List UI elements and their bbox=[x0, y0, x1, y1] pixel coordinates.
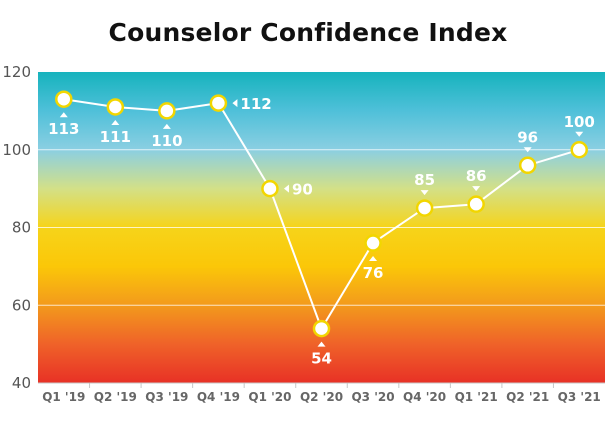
label-pointer bbox=[232, 99, 238, 108]
chart-title: Counselor Confidence Index bbox=[108, 18, 508, 47]
x-tick-label: Q1 '20 bbox=[248, 390, 291, 404]
axes: 40 60 80 100 120 Q1 '19 Q2 '19 Q3 '19 Q4 '19 Q1 '… bbox=[2, 63, 605, 404]
y-tick-label: 80 bbox=[12, 219, 31, 237]
data-point bbox=[467, 195, 485, 213]
data-point bbox=[364, 234, 382, 252]
series-markers bbox=[55, 90, 588, 338]
x-tick-label: Q2 '20 bbox=[300, 390, 343, 404]
data-label: 96 bbox=[517, 128, 538, 146]
data-label: 100 bbox=[564, 113, 595, 131]
x-tick-label: Q2 '19 bbox=[94, 390, 137, 404]
label-pointer bbox=[317, 341, 326, 347]
gridlines bbox=[38, 149, 605, 306]
data-label: 111 bbox=[100, 128, 131, 146]
y-tick-label: 40 bbox=[12, 374, 31, 392]
label-pointer bbox=[420, 190, 429, 196]
label-pointer bbox=[472, 186, 481, 192]
x-tick-label: Q3 '21 bbox=[558, 390, 601, 404]
data-point bbox=[209, 94, 228, 112]
data-label: 90 bbox=[292, 181, 313, 199]
y-tick-label: 60 bbox=[12, 296, 31, 314]
data-point bbox=[106, 98, 125, 116]
x-tick-label: Q3 '19 bbox=[145, 390, 188, 404]
label-pointer bbox=[162, 123, 171, 129]
data-point bbox=[55, 90, 73, 108]
data-point bbox=[261, 179, 279, 198]
data-point bbox=[158, 102, 176, 120]
label-pointer bbox=[523, 147, 532, 153]
data-point bbox=[570, 141, 588, 159]
data-label: 76 bbox=[363, 264, 384, 282]
y-tick-label: 100 bbox=[2, 141, 31, 159]
x-tick-label: Q1 '19 bbox=[42, 390, 85, 404]
data-label: 85 bbox=[414, 171, 435, 189]
data-label: 110 bbox=[151, 132, 182, 150]
x-tick-label: Q1 '21 bbox=[455, 390, 498, 404]
x-tick-label: Q4 '20 bbox=[403, 390, 446, 404]
data-point bbox=[415, 199, 434, 217]
data-label: 86 bbox=[466, 167, 487, 185]
x-tick-label: Q3 '20 bbox=[351, 390, 394, 404]
x-tick-label: Q2 '21 bbox=[506, 390, 549, 404]
data-label: 54 bbox=[311, 350, 332, 368]
data-label: 113 bbox=[48, 120, 79, 138]
y-tick-label: 120 bbox=[2, 63, 31, 81]
data-labels: 113 111 110 112 90 54 76 85 86 96 100 bbox=[48, 95, 595, 367]
label-pointer bbox=[59, 112, 68, 118]
data-point bbox=[518, 156, 537, 175]
data-point bbox=[312, 319, 331, 338]
label-pointer bbox=[111, 119, 120, 125]
label-pointer bbox=[575, 131, 584, 137]
x-tick-label: Q4 '19 bbox=[197, 390, 240, 404]
label-pointer bbox=[283, 184, 289, 193]
label-pointer bbox=[369, 256, 378, 262]
data-label: 112 bbox=[240, 95, 271, 113]
